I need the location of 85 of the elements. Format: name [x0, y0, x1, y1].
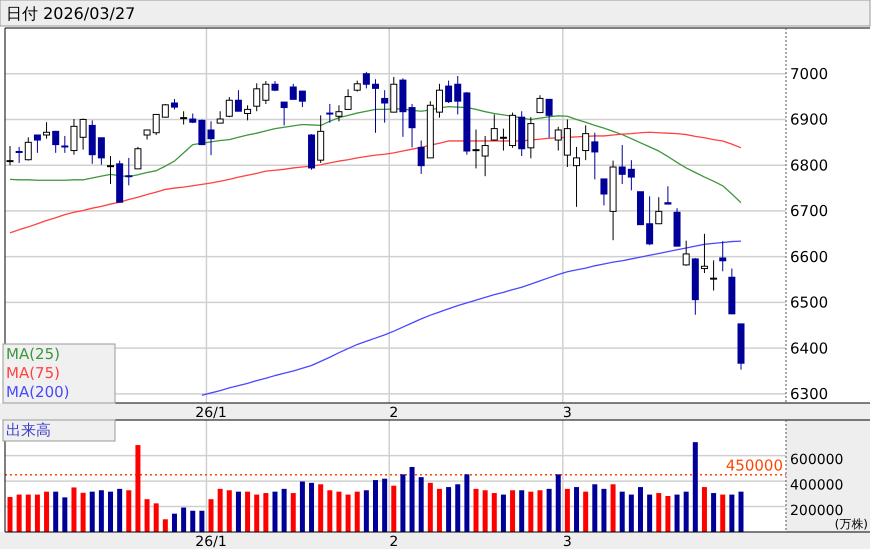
candlestick [408, 103, 416, 148]
candlestick [24, 136, 32, 162]
candlestick [216, 110, 224, 124]
candlestick [682, 240, 690, 266]
candlestick [372, 78, 379, 134]
candlestick [591, 132, 598, 180]
candlestick [43, 122, 50, 140]
ref-line-label: 450000 [726, 456, 783, 475]
candlestick [16, 146, 23, 164]
candlestick [271, 80, 278, 92]
candlestick [664, 186, 672, 206]
candlestick [125, 157, 132, 186]
legend-title: 出来高 [6, 421, 51, 439]
y-axis-title: (万株) [834, 517, 868, 531]
candlestick [189, 113, 196, 124]
candlestick [98, 137, 105, 166]
candlestick [208, 120, 215, 156]
candlestick [546, 98, 553, 138]
candlestick [454, 76, 462, 115]
candlestick [326, 103, 334, 124]
x-tick-label: 3 [562, 405, 572, 421]
candlestick [418, 140, 425, 174]
y-tick-label: 7000 [790, 64, 828, 83]
candlestick [244, 104, 252, 121]
candlestick [262, 80, 270, 104]
candlestick [655, 196, 662, 225]
y-tick-label: 400000 [790, 477, 844, 494]
candlestick [490, 114, 498, 142]
x-tick-label: 2 [389, 534, 398, 550]
text: MA(75) [6, 364, 60, 382]
candlestick [436, 83, 443, 118]
candlestick [107, 156, 114, 184]
candlestick [180, 110, 188, 125]
y-tick-label: 6600 [790, 248, 828, 266]
candlestick [344, 88, 352, 110]
candlestick [144, 129, 151, 140]
candlestick [152, 114, 160, 136]
x-tick-label: 26/1 [195, 405, 227, 421]
y-tick-label: 200000 [790, 502, 844, 519]
candlestick [298, 90, 306, 108]
x-tick-label: 26/1 [195, 534, 227, 550]
candlestick [290, 83, 297, 100]
candlestick [710, 260, 718, 291]
text: MA(200) [6, 383, 70, 401]
candlestick [500, 128, 507, 152]
candlestick [381, 90, 388, 124]
y-tick-label: 600000 [790, 452, 844, 468]
candlestick [719, 240, 726, 272]
text: MA(25) [6, 345, 60, 363]
candlestick [134, 146, 142, 170]
y-tick-label: 6900 [790, 110, 828, 129]
candlestick [582, 124, 590, 161]
candlestick [362, 71, 370, 89]
x-tick-label: 3 [562, 534, 572, 550]
line-series [201, 240, 742, 396]
candlestick [472, 129, 480, 169]
candlestick [280, 102, 288, 126]
chart-title: 日付 2026/03/27 [6, 4, 136, 23]
x-tick-label: 2 [389, 405, 398, 421]
y-tick-label: 6300 [790, 385, 828, 404]
candlestick [335, 104, 342, 122]
candlestick [234, 90, 242, 112]
candlestick [646, 196, 654, 246]
candlestick [80, 118, 87, 150]
candlestick [554, 126, 562, 152]
candlestick [253, 82, 260, 112]
y-tick-label: 6400 [790, 339, 828, 358]
candlestick [226, 96, 233, 118]
candlestick [628, 160, 635, 191]
candlestick [34, 134, 41, 154]
candlestick [618, 144, 626, 184]
y-tick-label: 6500 [790, 294, 828, 312]
candlestick [170, 98, 178, 110]
candlestick [354, 80, 361, 92]
candlestick [600, 178, 608, 206]
y-tick-label: 6800 [790, 156, 828, 174]
y-tick-label: 6700 [790, 202, 828, 220]
candlestick [700, 233, 708, 274]
candlestick [482, 135, 489, 177]
candlestick [162, 103, 169, 118]
candlestick [536, 94, 544, 114]
candlestick [573, 146, 580, 208]
candlestick [52, 130, 60, 154]
candlestick [61, 135, 68, 154]
candlestick [445, 80, 452, 104]
